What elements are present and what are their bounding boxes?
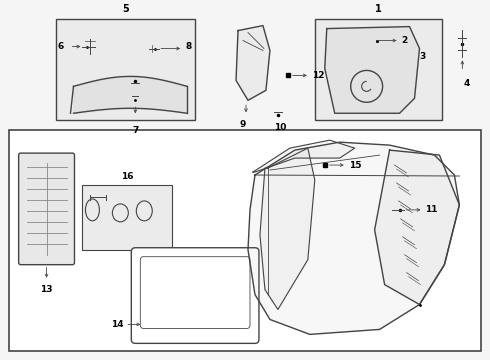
Polygon shape	[236, 26, 270, 100]
Text: 8: 8	[185, 42, 192, 51]
Text: 9: 9	[240, 120, 246, 129]
Bar	[9, 130, 481, 351]
Text: 2: 2	[401, 36, 408, 45]
Text: 7: 7	[132, 126, 139, 135]
FancyBboxPatch shape	[19, 153, 74, 265]
Polygon shape	[325, 27, 419, 113]
Text: 13: 13	[40, 285, 53, 294]
Polygon shape	[375, 150, 460, 305]
Text: 16: 16	[121, 172, 134, 181]
Text: 5: 5	[122, 4, 129, 14]
Polygon shape	[260, 148, 315, 310]
Text: 1: 1	[375, 4, 382, 14]
FancyBboxPatch shape	[131, 248, 259, 343]
Bar	[315, 19, 442, 120]
Text: 6: 6	[57, 42, 64, 51]
Text: 14: 14	[111, 320, 123, 329]
Text: 11: 11	[425, 206, 438, 215]
Text: 10: 10	[274, 123, 286, 132]
Polygon shape	[248, 142, 460, 334]
Bar	[55, 19, 195, 120]
Text: 12: 12	[312, 71, 324, 80]
Polygon shape	[253, 140, 355, 172]
Bar	[82, 185, 172, 250]
Text: 3: 3	[419, 52, 426, 61]
Text: 4: 4	[463, 80, 469, 89]
Text: 15: 15	[349, 161, 361, 170]
